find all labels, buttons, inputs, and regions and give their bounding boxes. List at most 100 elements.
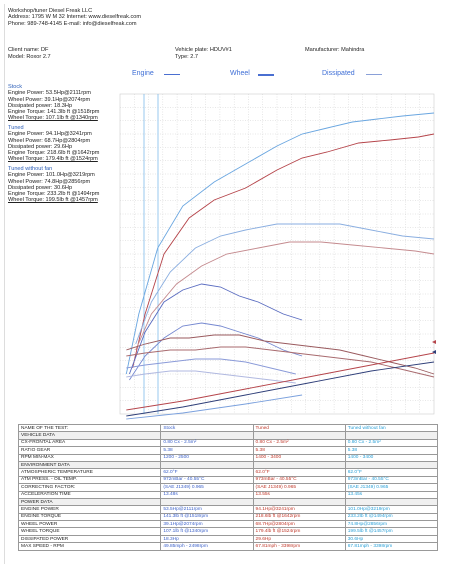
table-value-cell: 199.5lb ft @1457rpm	[344, 527, 439, 536]
table-row: MAX SPEED - RPM 49.85mph - 2498rpm 67.81mp…	[17, 542, 439, 551]
table-value-cell: 94.1Hp@3241rpm	[252, 505, 346, 514]
table-value-cell	[252, 431, 346, 440]
table-row: DISSIPATED POWER 18.3Hp 29.6Hp 30.6Hp	[17, 534, 439, 544]
table-value-cell: 141.3lb ft @1518rpm	[160, 512, 254, 522]
run-line: Engine Power: 94.1Hp@3241rpm	[8, 131, 92, 138]
table-value-cell	[252, 460, 346, 470]
client-info: Client name: DF Model: Roxor 2.7	[8, 47, 51, 60]
table-header-cell: NAME OF THE TEST:	[17, 423, 162, 433]
run-line: Wheel Torque: 107.1lb ft @1340rpm	[8, 115, 98, 122]
table-value-cell: (SAE J1349) 0.965	[252, 483, 346, 492]
table-header-cell: Tuned without fan	[344, 423, 439, 433]
table-value-cell: 0.80 Cx - 2.5m²	[344, 438, 439, 448]
table-label-cell: RPM MIN-MAX	[17, 453, 162, 462]
series-line-9	[126, 370, 296, 384]
run-line: Dissipated power: 18.3Hp	[8, 102, 73, 109]
table-row: ATMOSPHERIC TEMPERATURE 62.0°F 62.0°F 62.0°…	[17, 468, 439, 477]
table-row: ACCELERATION TIME 13.48s 13.55s 13.45s	[17, 490, 439, 499]
table-row: ATM PRESS. - OIL TEMP. 972mBar - 40.55°C 9…	[17, 475, 439, 485]
table-label-cell: ATMOSPHERIC TEMPERATURE	[17, 468, 162, 477]
run-stock-summary: Stock Engine Power: 53.5Hp@2111rpm Wheel…	[8, 84, 99, 122]
table-section-row: ENVIRONMENT DATA	[17, 460, 439, 470]
table-value-cell: 13.48s	[160, 490, 254, 499]
table-value-cell: 179.4lb ft @1524rpm	[252, 527, 346, 536]
table-section-row: POWER DATA	[17, 497, 439, 507]
table-value-cell: 973mBar - 40.55°C	[344, 475, 439, 485]
table-row: WHEEL TORQUE 107.1lb ft @1340rpm 179.4lb f…	[17, 527, 439, 536]
table-label-cell: ENVIRONMENT DATA	[17, 460, 162, 470]
series-line-12	[126, 394, 303, 420]
table-value-cell: 1400 - 3400	[252, 453, 346, 462]
run-line: Wheel Torque: 199.5lb ft @1457rpm	[8, 197, 98, 204]
table-value-cell: (SAE J1349) 0.965	[160, 483, 254, 492]
legend-engine-swatch	[164, 74, 180, 75]
table-value-cell	[160, 497, 254, 507]
table-value-cell: 0.80 Cx - 2.5m²	[252, 438, 346, 448]
table-value-cell: 5.38	[344, 446, 439, 455]
table-row: RATIO GEAR 5.38 5.38 5.38	[17, 446, 439, 455]
table-label-cell: VEHICLE DATA	[17, 431, 162, 440]
client-name: Client name: DF	[8, 47, 49, 53]
table-value-cell: 62.0°F	[344, 468, 439, 477]
table-section-row: VEHICLE DATA	[17, 431, 439, 440]
shop-header: Workshop/tuner Diesel Freak LLC Address:…	[8, 8, 141, 27]
table-value-cell: 13.55s	[252, 490, 346, 499]
table-header-cell: Stock	[160, 423, 254, 433]
table-row: CORRECTING FACTOR: (SAE J1349) 0.965 (SAE …	[17, 483, 439, 492]
vehicle-type: Type: 2.7	[175, 53, 199, 60]
shop-name: Workshop/tuner Diesel Freak LLC	[8, 8, 93, 14]
run-nofan-summary: Tuned without fan Engine Power: 101.0Hp@…	[8, 166, 99, 204]
table-label-cell: ATM PRESS. - OIL TEMP.	[17, 475, 162, 485]
table-value-cell: 53.5Hp@2111rpm	[160, 505, 254, 514]
run-line: Wheel Power: 74.8Hp@2856rpm	[8, 178, 91, 185]
table-row: CX-FRONTAL AREA 0.80 Cx - 2.5m² 0.80 Cx - …	[17, 438, 439, 448]
table-value-cell: 18.3Hp	[160, 534, 254, 544]
series-line-7	[126, 346, 435, 378]
run-title: Stock	[8, 84, 22, 90]
table-value-cell: 67.81mph - 3398rpm	[252, 542, 346, 551]
table-value-cell: 0.80 Cx - 2.5m²	[160, 438, 254, 448]
table-label-cell: ACCELERATION TIME	[17, 490, 162, 499]
manufacturer-info: Manufacturer: Mahindra	[305, 47, 364, 54]
table-label-cell: POWER DATA	[17, 497, 162, 507]
series-line-4	[128, 283, 303, 375]
table-value-cell: 67.81mph - 3398rpm	[344, 542, 439, 551]
series-line-3	[135, 241, 435, 351]
table-value-cell: 30.6Hp	[344, 534, 439, 544]
run-line: Dissipated power: 30.6Hp	[8, 184, 73, 191]
vehicle-plate: Vehicle plate: HDUV#1	[175, 47, 232, 53]
table-value-cell: 49.85mph - 2498rpm	[160, 542, 254, 551]
run-line: Engine Power: 101.0Hp@3219rpm	[8, 172, 95, 179]
series-end-marker	[432, 340, 436, 344]
table-value-cell: 68.7Hp@2804rpm	[252, 520, 346, 529]
legend-wheel: Wheel	[230, 70, 250, 77]
table-label-cell: MAX SPEED - RPM	[17, 542, 162, 551]
vehicle-info: Vehicle plate: HDUV#1 Type: 2.7	[175, 47, 232, 60]
table-label-cell: CX-FRONTAL AREA	[17, 438, 162, 448]
table-label-cell: DISSIPATED POWER	[17, 534, 162, 544]
table-value-cell: 107.1lb ft @1340rpm	[160, 527, 254, 536]
run-line: Engine Torque: 233.2lb ft @1494rpm	[8, 191, 100, 198]
run-tuned-summary: Tuned Engine Power: 94.1Hp@3241rpm Wheel…	[8, 125, 99, 163]
shop-address: Address: 1795 W M 32 Internet: www.diese…	[8, 14, 142, 21]
run-line: Engine Torque: 218.6lb ft @1642rpm	[8, 150, 100, 157]
run-title: Tuned	[8, 125, 24, 131]
run-line: Wheel Power: 68.7Hp@2804rpm	[8, 137, 91, 144]
shop-contact: Phone: 989-748-4145 E-mail: info@dieself…	[8, 20, 137, 27]
table-value-cell: 973mBar - 40.55°C	[252, 475, 346, 485]
run-line: Wheel Torque: 179.4lb ft @1524rpm	[8, 156, 98, 163]
series-line-8	[126, 358, 296, 375]
table-value-cell	[252, 497, 346, 507]
table-row: ENGINE TORQUE 141.3lb ft @1518rpm 218.6lb …	[17, 512, 439, 522]
table-value-cell	[344, 431, 439, 440]
table-label-cell: ENGINE POWER	[17, 505, 162, 514]
table-value-cell: 101.0Hp@3219rpm	[344, 505, 439, 514]
table-label-cell: ENGINE TORQUE	[17, 512, 162, 522]
table-value-cell: 1400 - 3400	[344, 453, 439, 462]
table-value-cell: 13.45s	[344, 490, 439, 499]
run-line: Wheel Power: 39.1Hp@2074rpm	[8, 96, 91, 103]
table-value-cell: 62.0°F	[160, 468, 254, 477]
table-value-cell: 62.0°F	[252, 468, 346, 477]
run-title: Tuned without fan	[8, 166, 53, 172]
series-line-10	[126, 352, 435, 411]
